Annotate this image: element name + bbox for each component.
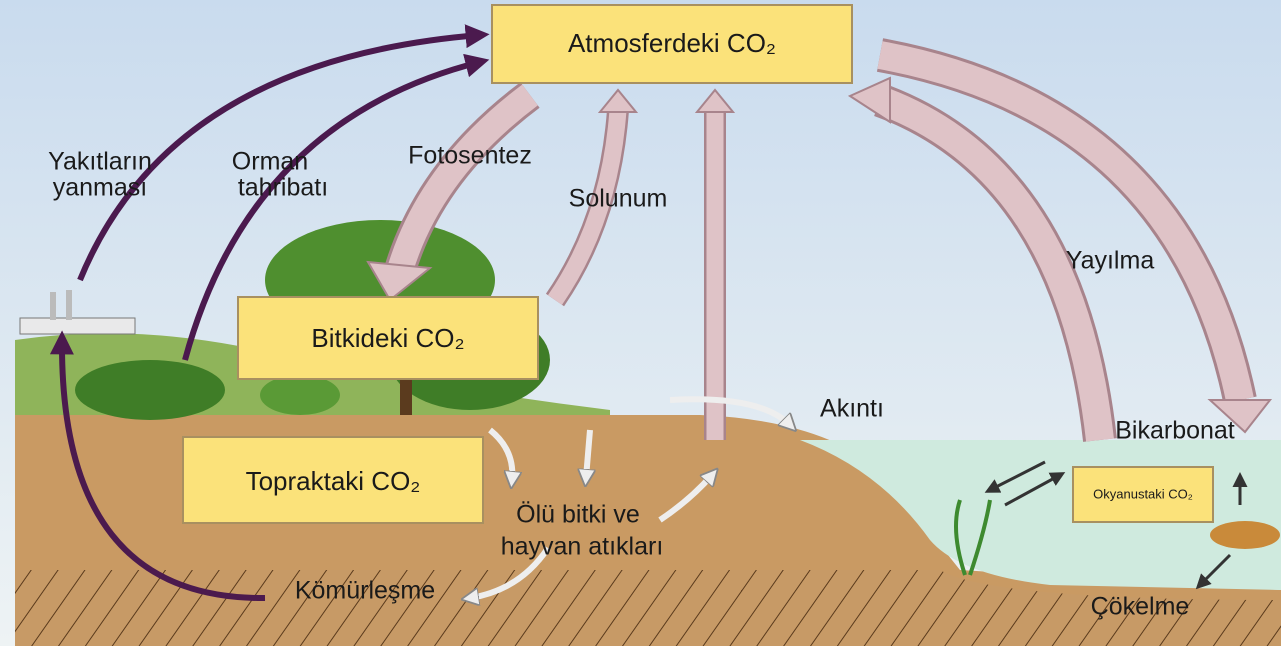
label: tahribatı bbox=[238, 174, 328, 202]
box-label: Topraktaki CO₂ bbox=[246, 466, 421, 496]
label: Fotosentez bbox=[408, 142, 532, 170]
label: yanması bbox=[53, 174, 147, 202]
box-label: Okyanustaki CO₂ bbox=[1093, 486, 1193, 501]
label: Yayılma bbox=[1066, 247, 1155, 275]
label: Akıntı bbox=[820, 395, 884, 423]
label: Orman bbox=[232, 148, 308, 176]
label: Yakıtların bbox=[48, 148, 152, 176]
carbon-cycle-diagram: Atmosferdeki CO₂ Bitkideki CO₂ Topraktak… bbox=[0, 0, 1281, 646]
fish bbox=[1210, 521, 1280, 549]
label: Kömürleşme bbox=[295, 577, 435, 605]
box-label: Bitkideki CO₂ bbox=[311, 323, 464, 353]
label: Solunum bbox=[569, 185, 668, 213]
page: {"boxes": [ {"label": "Atmosferdeki CO₂"… bbox=[0, 0, 1281, 646]
label: Bikarbonat bbox=[1115, 417, 1235, 445]
label: Çökelme bbox=[1091, 593, 1190, 621]
label: hayvan atıkları bbox=[501, 533, 664, 561]
box-label: Atmosferdeki CO₂ bbox=[568, 28, 776, 58]
label: Ölü bitki ve bbox=[516, 501, 640, 529]
